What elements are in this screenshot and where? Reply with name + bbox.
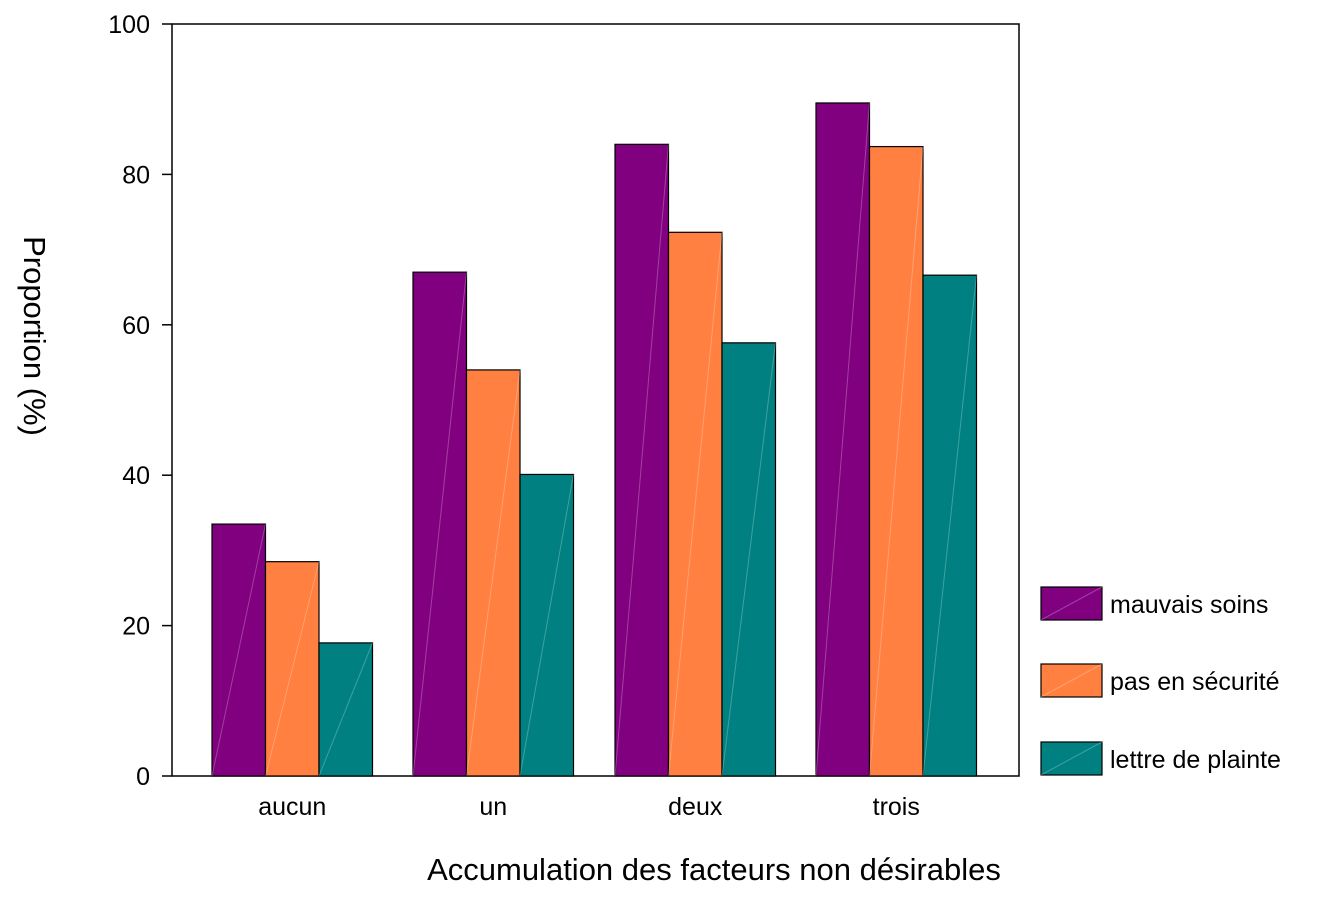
y-tick-label: 60	[122, 312, 150, 340]
legend-swatch-highlight	[1040, 663, 1103, 698]
y-axis-title: Proportion (%)	[17, 236, 52, 436]
bar-highlight	[519, 474, 574, 777]
bar	[465, 369, 521, 777]
x-tick-label: aucun	[258, 793, 326, 821]
x-axis: aucun un deux trois	[258, 793, 920, 821]
bar	[614, 143, 670, 777]
bar-highlight	[211, 523, 266, 777]
bar	[667, 231, 723, 777]
y-tick-label: 80	[122, 161, 150, 189]
bar	[211, 523, 267, 777]
bar	[264, 561, 320, 777]
bar	[815, 102, 871, 777]
bar-highlight	[815, 102, 870, 777]
y-tick-label: 0	[136, 763, 150, 791]
legend-swatch-highlight	[1040, 586, 1103, 621]
bar-highlight	[412, 272, 467, 777]
y-tick-label: 100	[108, 11, 150, 39]
bar-highlight	[318, 642, 373, 777]
bar-highlight	[721, 342, 776, 777]
bar-highlight	[614, 144, 669, 777]
y-tick-label: 20	[122, 613, 150, 641]
legend: mauvais soins pas en sécurité lettre de pl…	[1040, 586, 1281, 776]
legend-label: pas en sécurité	[1110, 668, 1280, 696]
legend-swatch	[1040, 663, 1103, 698]
bar-highlight	[869, 146, 924, 777]
bar-highlight	[466, 369, 521, 777]
legend-label: mauvais soins	[1110, 591, 1268, 619]
y-axis: 0 20 40 60 80 100	[108, 11, 172, 791]
legend-swatch-highlight	[1040, 741, 1103, 776]
legend-swatch	[1040, 741, 1103, 776]
legend-swatch	[1040, 586, 1103, 621]
bar-highlight	[668, 232, 723, 777]
bar	[412, 271, 468, 777]
x-tick-label: trois	[873, 793, 920, 821]
plot-frame	[171, 23, 1020, 777]
y-tick-label: 40	[122, 462, 150, 490]
x-axis-title: Accumulation des facteurs non désirables	[427, 852, 1001, 887]
x-tick-label: un	[479, 793, 507, 821]
bar	[721, 342, 777, 777]
bar	[318, 642, 374, 777]
bar-highlight	[265, 561, 320, 777]
legend-label: lettre de plainte	[1110, 746, 1281, 774]
bars	[211, 102, 978, 777]
x-tick-label: deux	[668, 793, 723, 821]
bar-highlight	[922, 275, 977, 777]
bar	[519, 473, 575, 777]
bar	[922, 274, 978, 777]
